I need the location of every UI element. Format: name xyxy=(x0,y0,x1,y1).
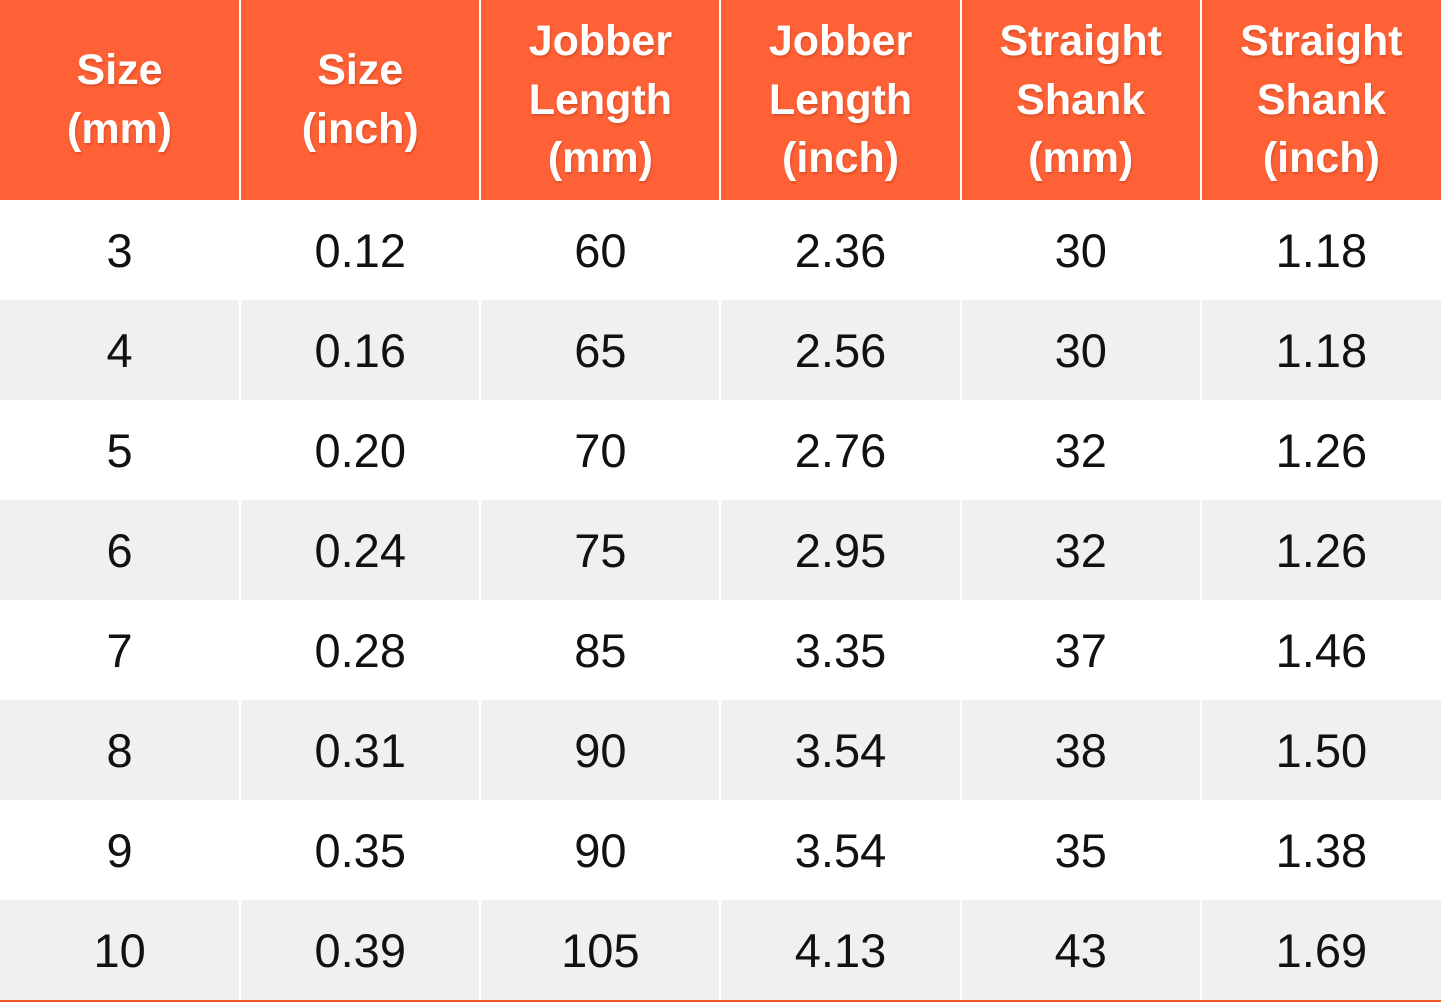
table-cell-straight-shank-mm: 38 xyxy=(959,700,1201,800)
table-cell-jobber-length-inch: 2.36 xyxy=(719,200,961,300)
table-cell-size-mm: 6 xyxy=(106,523,133,577)
table-cell-jobber-length-mm: 60 xyxy=(479,200,721,300)
table-cell-straight-shank-mm: 32 xyxy=(959,500,1201,600)
table-cell-straight-shank-inch: 1.46 xyxy=(1199,600,1441,700)
table-cell-straight-shank-inch: 1.69 xyxy=(1199,900,1441,1000)
table-cell-straight-shank-inch: 1.18 xyxy=(1199,300,1441,400)
table-header: Size (mm) Size (inch) Jobber Length (mm) Jo… xyxy=(0,0,1441,200)
table-body: 3 0.12 60 2.36 30 1.18 4 0.16 65 2.56 30 1.18 5 0.20 7… xyxy=(0,200,1441,1000)
table-cell-straight-shank-mm: 35 xyxy=(959,800,1201,900)
column-header-jobber-length-mm: Jobber Length (mm) xyxy=(479,0,721,200)
table-cell-size-inch: 0.39 xyxy=(239,900,481,1000)
table-cell-jobber-length-mm: 90 xyxy=(479,800,721,900)
table-row: 5 0.20 70 2.76 32 1.26 xyxy=(0,400,1441,500)
table-cell-straight-shank-mm: 37 xyxy=(959,600,1201,700)
table-cell-straight-shank-mm: 30 xyxy=(959,300,1201,400)
table-cell-jobber-length-inch: 2.56 xyxy=(719,300,961,400)
table-row: 6 0.24 75 2.95 32 1.26 xyxy=(0,500,1441,600)
table-row: 7 0.28 85 3.35 37 1.46 xyxy=(0,600,1441,700)
header-row: Size (mm) Size (inch) Jobber Length (mm) Jo… xyxy=(0,0,1441,200)
column-header-straight-shank-inch: Straight Shank (inch) xyxy=(1199,0,1441,200)
table-cell-jobber-length-mm: 105 xyxy=(479,900,721,1000)
table-cell-straight-shank-inch: 1.26 xyxy=(1199,400,1441,500)
table-cell-size-mm: 9 xyxy=(106,823,133,877)
column-header-jobber-length-inch: Jobber Length (inch) xyxy=(719,0,961,200)
table-cell-straight-shank-mm: 43 xyxy=(959,900,1201,1000)
column-header-size-mm: Size (mm) xyxy=(0,0,241,200)
table-cell-straight-shank-inch: 1.18 xyxy=(1199,200,1441,300)
table-cell-jobber-length-inch: 2.76 xyxy=(719,400,961,500)
table-cell-size-mm: 10 xyxy=(93,923,146,977)
table-cell-size-inch: 0.16 xyxy=(239,300,481,400)
table-cell-size-inch: 0.20 xyxy=(239,400,481,500)
table-cell-size-inch: 0.28 xyxy=(239,600,481,700)
column-header-size-inch: Size (inch) xyxy=(239,0,481,200)
table-cell-size-inch: 0.35 xyxy=(239,800,481,900)
table-cell-size-inch: 0.12 xyxy=(239,200,481,300)
table-row: 9 0.35 90 3.54 35 1.38 xyxy=(0,800,1441,900)
table-cell-jobber-length-inch: 2.95 xyxy=(719,500,961,600)
table-cell-size-inch: 0.24 xyxy=(239,500,481,600)
table-cell-jobber-length-mm: 75 xyxy=(479,500,721,600)
table-cell-jobber-length-inch: 3.54 xyxy=(719,700,961,800)
table-cell-size-mm: 8 xyxy=(106,723,133,777)
table-cell-size-inch: 0.31 xyxy=(239,700,481,800)
table-cell-straight-shank-inch: 1.38 xyxy=(1199,800,1441,900)
table-cell-jobber-length-inch: 3.35 xyxy=(719,600,961,700)
table-cell-size-mm: 3 xyxy=(106,223,133,277)
table-row: 3 0.12 60 2.36 30 1.18 xyxy=(0,200,1441,300)
table-cell-jobber-length-inch: 4.13 xyxy=(719,900,961,1000)
table-row: 10 0.39 105 4.13 43 1.69 xyxy=(0,900,1441,1000)
table-cell-size-mm: 5 xyxy=(106,423,133,477)
table-row: 8 0.31 90 3.54 38 1.50 xyxy=(0,700,1441,800)
table-cell-jobber-length-mm: 90 xyxy=(479,700,721,800)
table-cell-jobber-length-mm: 65 xyxy=(479,300,721,400)
table-cell-straight-shank-mm: 32 xyxy=(959,400,1201,500)
table-cell-straight-shank-mm: 30 xyxy=(959,200,1201,300)
column-header-straight-shank-mm: Straight Shank (mm) xyxy=(959,0,1201,200)
table-cell-size-mm: 7 xyxy=(106,623,133,677)
table-row: 4 0.16 65 2.56 30 1.18 xyxy=(0,300,1441,400)
table-cell-straight-shank-inch: 1.50 xyxy=(1199,700,1441,800)
table-cell-straight-shank-inch: 1.26 xyxy=(1199,500,1441,600)
table-cell-jobber-length-inch: 3.54 xyxy=(719,800,961,900)
table-cell-jobber-length-mm: 70 xyxy=(479,400,721,500)
table-cell-jobber-length-mm: 85 xyxy=(479,600,721,700)
table-cell-size-mm: 4 xyxy=(106,323,133,377)
